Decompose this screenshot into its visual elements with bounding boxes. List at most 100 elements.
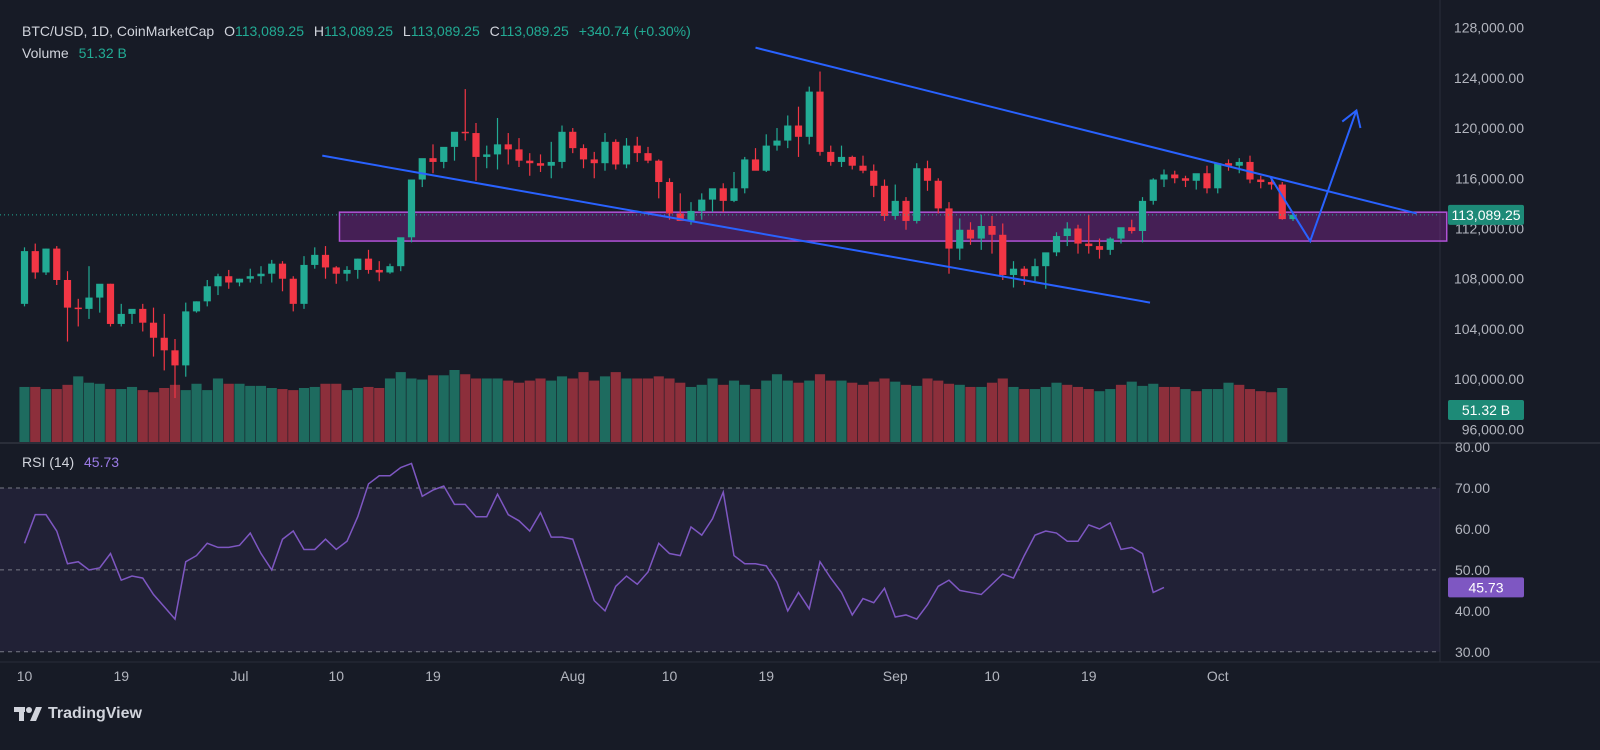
candle	[1074, 224, 1082, 254]
volume-bar	[427, 375, 439, 442]
candle-body	[1192, 173, 1200, 181]
volume-bar	[728, 380, 740, 442]
volume-bar	[94, 383, 105, 442]
candle-body	[1214, 163, 1222, 189]
volume-bar	[309, 386, 320, 442]
candle-body	[515, 149, 523, 161]
volume-bar	[406, 378, 417, 442]
candle-body	[1267, 182, 1276, 185]
candle-body	[1106, 238, 1114, 250]
volume-bar	[384, 378, 396, 442]
candle-body	[784, 125, 792, 141]
volume-bar	[1148, 383, 1159, 442]
volume-bar	[599, 376, 611, 442]
volume-bar	[438, 375, 449, 442]
candle-body	[558, 131, 566, 162]
candle	[257, 266, 265, 284]
volume-bar	[1223, 382, 1234, 442]
candle-body	[848, 156, 856, 166]
volume-bar	[159, 388, 170, 442]
candle-body	[149, 322, 158, 338]
candle	[440, 146, 448, 169]
candle	[53, 246, 61, 286]
volume-bar	[449, 370, 460, 442]
volume-bar	[169, 384, 181, 442]
candle	[1214, 163, 1222, 194]
time-tick-label: 19	[113, 668, 129, 684]
candle-body	[719, 188, 727, 201]
candle	[1160, 169, 1168, 188]
candle-body	[364, 258, 373, 270]
candle	[483, 145, 491, 169]
candle	[63, 271, 72, 342]
candle-body	[53, 248, 61, 280]
volume-badge-text: 51.32 B	[1462, 402, 1510, 418]
volume-bar	[578, 372, 589, 442]
volume-bar	[1115, 384, 1127, 442]
candle-body	[1289, 214, 1297, 220]
candle	[741, 156, 749, 194]
tradingview-logo-icon	[14, 707, 42, 721]
volume-bar	[997, 378, 1008, 442]
candle	[1257, 175, 1265, 189]
candle-body	[913, 168, 921, 221]
candle	[1235, 158, 1243, 174]
candle	[784, 115, 792, 149]
candle-body	[278, 263, 287, 279]
volume-bar	[524, 380, 535, 442]
candle-body	[461, 131, 469, 134]
volume-bar	[137, 390, 148, 442]
candle	[1009, 261, 1018, 288]
volume-bar	[202, 390, 213, 442]
candle	[934, 178, 942, 214]
volume-badge: 51.32 B	[1448, 400, 1524, 420]
volume-bar	[546, 380, 557, 442]
candle	[827, 145, 835, 166]
candle-body	[612, 141, 620, 165]
price-tick-label: 96,000.00	[1462, 421, 1524, 437]
candle	[913, 163, 921, 224]
volume-bar	[890, 381, 901, 442]
candle-body	[1149, 179, 1157, 201]
candle	[515, 138, 523, 167]
candle-body	[1203, 173, 1211, 189]
candle	[569, 128, 577, 154]
candle	[74, 298, 82, 327]
candle	[730, 171, 738, 203]
volume-bar	[718, 384, 729, 442]
rsi-tick-label: 30.00	[1455, 644, 1490, 660]
candle	[246, 268, 254, 283]
volume-bar	[750, 389, 761, 442]
volume-bar	[470, 378, 482, 442]
candle	[751, 148, 760, 171]
volume-bar	[245, 385, 256, 442]
rsi-tick-label: 70.00	[1455, 480, 1490, 496]
time-tick-label: Oct	[1207, 668, 1229, 684]
volume-legend: Volume 51.32 B	[22, 45, 127, 61]
tradingview-brand[interactable]: TradingView	[14, 705, 142, 723]
candle	[493, 117, 502, 170]
volume-value: 51.32 B	[78, 45, 127, 61]
volume-bar	[911, 385, 922, 442]
candle	[407, 179, 416, 243]
volume-bar	[266, 388, 277, 442]
candle-body	[891, 200, 899, 216]
candle	[655, 159, 663, 199]
volume-bar	[696, 384, 707, 442]
volume-bar	[707, 378, 718, 442]
candle-body	[321, 254, 330, 268]
candle-body	[96, 283, 104, 298]
volume-bar	[1191, 391, 1202, 442]
candle	[1052, 232, 1061, 257]
volume-bar	[30, 386, 41, 442]
candle-body	[483, 154, 491, 157]
candle	[1149, 178, 1157, 205]
candle-body	[902, 200, 910, 221]
candle-body	[762, 145, 770, 171]
candle-body	[741, 159, 749, 189]
volume-bar	[922, 378, 933, 442]
candle-body	[300, 264, 308, 304]
candle	[321, 246, 330, 279]
candle	[182, 302, 190, 377]
